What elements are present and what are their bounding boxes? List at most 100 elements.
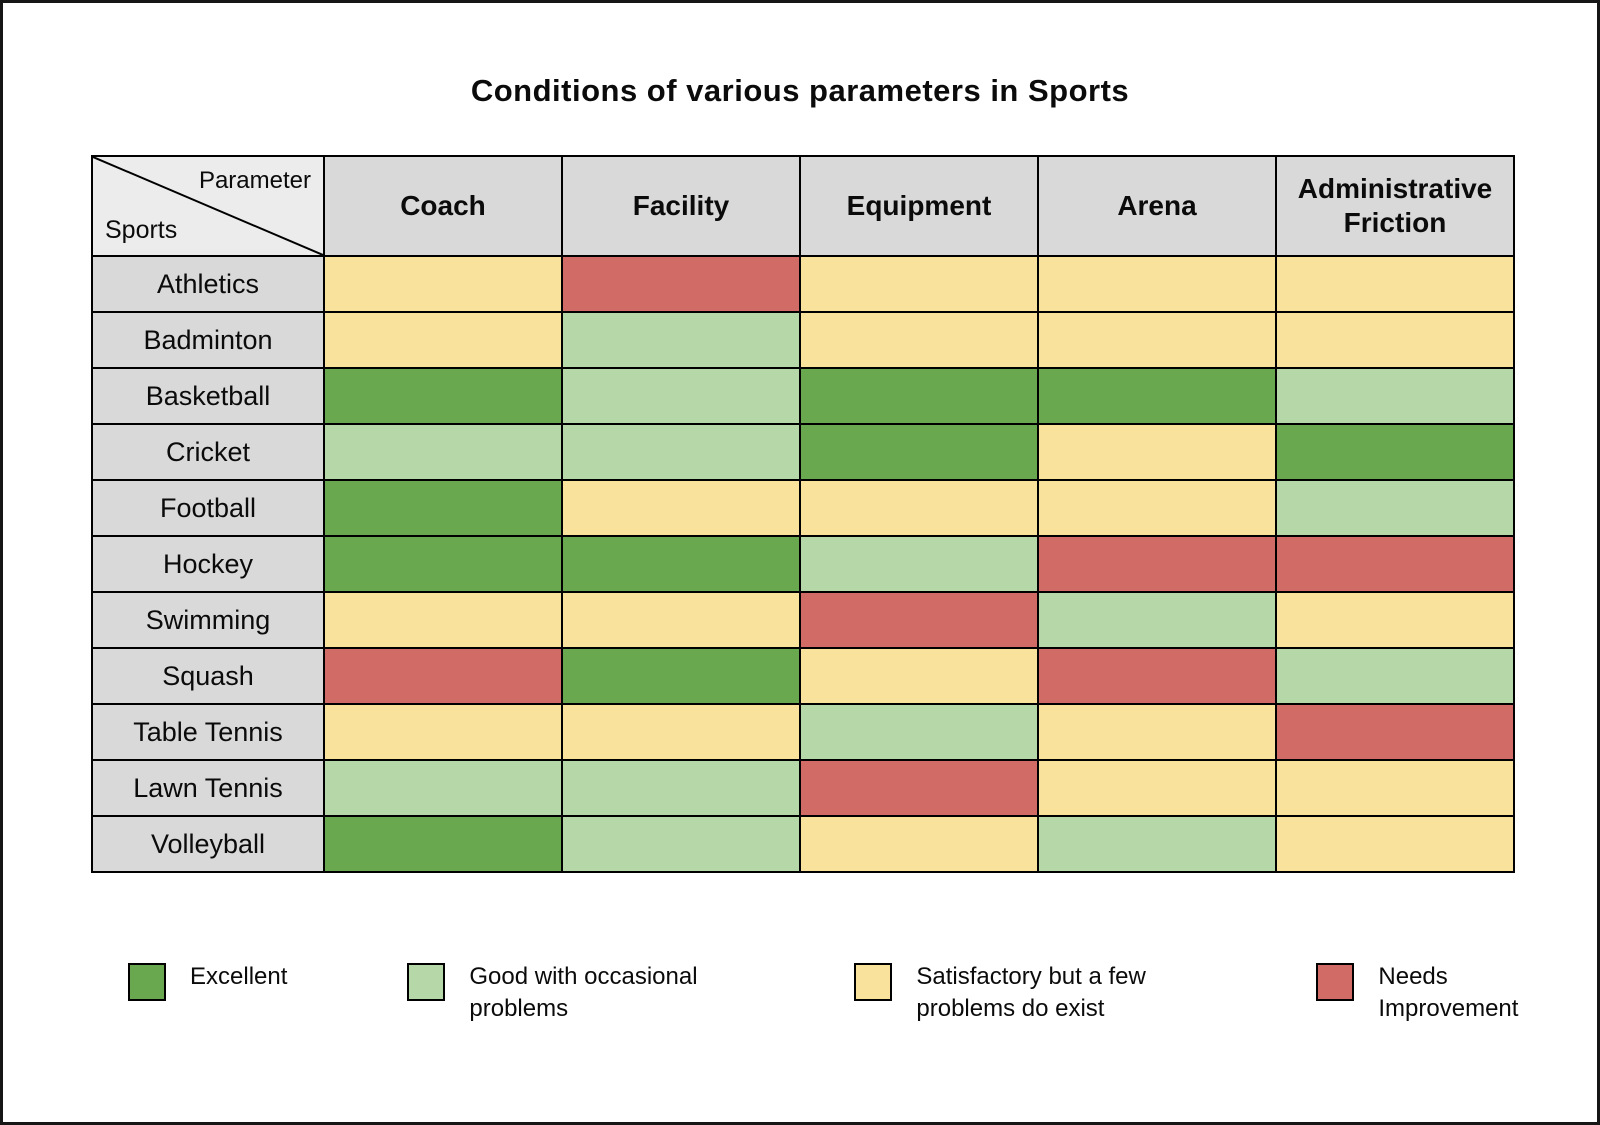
heatmap-cell xyxy=(323,759,563,817)
legend-swatch-needs-improvement xyxy=(1316,963,1355,1001)
heatmap-cell xyxy=(1275,479,1515,537)
heatmap-cell xyxy=(1275,591,1515,649)
heatmap-cell xyxy=(1275,703,1515,761)
heatmap-cell xyxy=(561,367,801,425)
sport-label: Football xyxy=(91,479,325,537)
heatmap-cell xyxy=(1275,815,1515,873)
heatmap-cell xyxy=(1037,759,1277,817)
heatmap-cell xyxy=(1037,479,1277,537)
heatmap-cell xyxy=(1275,759,1515,817)
heatmap-cell xyxy=(323,815,563,873)
legend-label-needs-improvement: Needs Improvement xyxy=(1378,963,1519,1023)
heatmap-cell xyxy=(1037,311,1277,369)
legend-swatch-excellent xyxy=(128,963,166,1001)
heatmap-cell xyxy=(323,423,563,481)
heatmap-cell xyxy=(1275,535,1515,593)
heatmap-cell xyxy=(1037,423,1277,481)
table-row: Athletics xyxy=(91,255,1515,313)
heatmap-cell xyxy=(323,647,563,705)
heatmap-cell xyxy=(1037,815,1277,873)
heatmap-cell xyxy=(561,479,801,537)
column-header-arena: Arena xyxy=(1037,155,1277,257)
heatmap-cell xyxy=(1037,255,1277,313)
sport-label: Lawn Tennis xyxy=(91,759,325,817)
heatmap-cell xyxy=(561,255,801,313)
legend-item-good: Good with occasional problems xyxy=(407,961,734,1026)
heatmap-cell xyxy=(1275,367,1515,425)
heatmap-cell xyxy=(799,591,1039,649)
table-row: Hockey xyxy=(91,535,1515,593)
legend-label-satisfactory: Satisfactory but a few problems do exist xyxy=(916,963,1146,1023)
heatmap-cell xyxy=(323,311,563,369)
table-row: Squash xyxy=(91,647,1515,705)
heatmap-cell xyxy=(561,703,801,761)
heatmap-cell xyxy=(561,311,801,369)
heatmap-cell xyxy=(323,255,563,313)
heatmap-cell xyxy=(799,703,1039,761)
sport-label: Volleyball xyxy=(91,815,325,873)
sport-label: Athletics xyxy=(91,255,325,313)
legend-item-excellent: Excellent xyxy=(128,961,287,1001)
heatmap-cell xyxy=(799,311,1039,369)
column-header-facility: Facility xyxy=(561,155,801,257)
heatmap-cell xyxy=(561,759,801,817)
table-row: Cricket xyxy=(91,423,1515,481)
heatmap-cell xyxy=(1037,703,1277,761)
table-row: Lawn Tennis xyxy=(91,759,1515,817)
heatmap-cell xyxy=(561,815,801,873)
table-row: Swimming xyxy=(91,591,1515,649)
heatmap-cell xyxy=(1037,591,1277,649)
corner-cell: Parameter Sports xyxy=(91,155,325,257)
sport-label: Swimming xyxy=(91,591,325,649)
heatmap-cell xyxy=(1037,367,1277,425)
diagonal-divider-line xyxy=(93,157,323,255)
heatmap-cell xyxy=(799,535,1039,593)
heatmap-cell xyxy=(323,591,563,649)
heatmap-cell xyxy=(561,647,801,705)
legend-item-satisfactory: Satisfactory but a few problems do exist xyxy=(854,961,1196,1026)
table-row: Basketball xyxy=(91,367,1515,425)
heatmap-cell xyxy=(1275,647,1515,705)
legend-swatch-good xyxy=(407,963,446,1001)
corner-parameter-label: Parameter xyxy=(198,167,311,194)
heatmap-table: Parameter Sports Coach Facility Equipmen… xyxy=(91,155,1515,873)
sport-label: Badminton xyxy=(91,311,325,369)
table-row: Badminton xyxy=(91,311,1515,369)
heatmap-cell xyxy=(799,255,1039,313)
heatmap-cell xyxy=(561,591,801,649)
heatmap-cell xyxy=(1275,311,1515,369)
column-header-administrative-friction: Administrative Friction xyxy=(1275,155,1515,257)
table-row: Football xyxy=(91,479,1515,537)
heatmap-cell xyxy=(799,647,1039,705)
heatmap-cell xyxy=(561,535,801,593)
heatmap-cell xyxy=(323,535,563,593)
sport-label: Basketball xyxy=(91,367,325,425)
heatmap-cell xyxy=(799,367,1039,425)
heatmap-table-container: Parameter Sports Coach Facility Equipmen… xyxy=(91,155,1515,873)
heatmap-cell xyxy=(1275,255,1515,313)
heatmap-cell xyxy=(799,815,1039,873)
heatmap-cell xyxy=(323,479,563,537)
table-row: Volleyball xyxy=(91,815,1515,873)
heatmap-cell xyxy=(1037,647,1277,705)
heatmap-cell xyxy=(799,479,1039,537)
sport-label: Hockey xyxy=(91,535,325,593)
heatmap-cell xyxy=(1275,423,1515,481)
legend-label-good: Good with occasional problems xyxy=(469,963,698,1023)
corner-sports-label: Sports xyxy=(105,216,178,244)
heatmap-cell xyxy=(323,703,563,761)
column-header-equipment: Equipment xyxy=(799,155,1039,257)
page-title: Conditions of various parameters in Spor… xyxy=(470,73,1130,108)
heatmap-cell xyxy=(799,423,1039,481)
legend-label-excellent: Excellent xyxy=(190,963,288,990)
legend-item-needs-improvement: Needs Improvement xyxy=(1316,961,1568,1026)
sport-label: Cricket xyxy=(91,423,325,481)
table-body: Athletics Badminton Basketball Cricket Footb… xyxy=(91,255,1515,873)
heatmap-cell xyxy=(323,367,563,425)
sport-label: Table Tennis xyxy=(91,703,325,761)
header-row: Parameter Sports Coach Facility Equipmen… xyxy=(91,155,1515,257)
column-header-coach: Coach xyxy=(323,155,563,257)
legend-swatch-satisfactory xyxy=(854,963,893,1001)
sport-label: Squash xyxy=(91,647,325,705)
heatmap-cell xyxy=(561,423,801,481)
